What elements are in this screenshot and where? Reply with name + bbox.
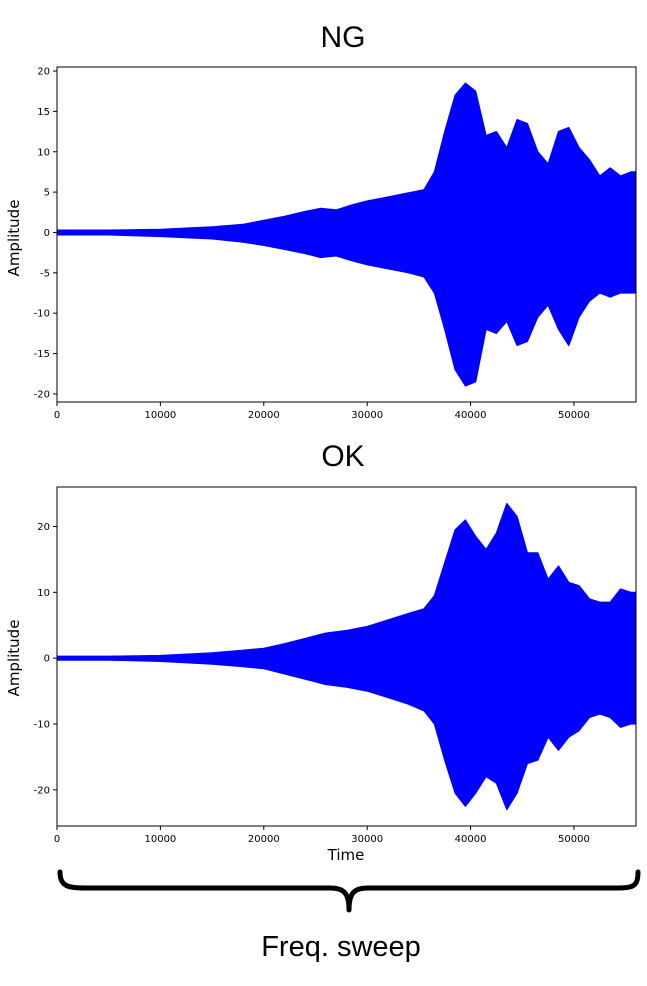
ng-chart: NG Amplitude 0 10000 20000 30000 40000 50000 -… <box>5 21 637 421</box>
curly-brace <box>57 869 641 913</box>
ok-y-tick-label: 10 <box>37 588 50 599</box>
ng-y-tick-label: -15 <box>34 349 50 360</box>
ng-x-tick-label: 40000 <box>455 410 487 421</box>
ng-signal-envelope <box>57 82 636 387</box>
freq-sweep-label: Freq. sweep <box>261 931 421 963</box>
ng-y-axis-label: Amplitude <box>5 200 23 277</box>
ng-x-tick-label: 30000 <box>351 410 383 421</box>
ok-x-axis-label: Time <box>327 846 365 864</box>
ok-plot-area: 0 10000 20000 30000 40000 50000 -20 -10 0 10 20 <box>34 486 637 845</box>
ng-chart-title: NG <box>321 21 366 54</box>
ng-axes-frame <box>56 66 637 403</box>
ng-y-tick-label: -20 <box>34 389 50 400</box>
ng-y-tick-label: 10 <box>37 147 50 158</box>
ok-y-axis-label: Amplitude <box>5 620 23 697</box>
ok-x-tick-label: 10000 <box>144 834 176 845</box>
ok-signal-envelope <box>57 502 636 811</box>
ng-x-tick-label: 10000 <box>144 410 176 421</box>
ng-y-tick-label: 20 <box>37 67 50 78</box>
ok-x-tick-label: 40000 <box>455 834 487 845</box>
ng-y-tick-label: 15 <box>37 107 50 118</box>
ok-y-tick-label: -20 <box>34 785 50 796</box>
ok-x-tick-label: 20000 <box>248 834 280 845</box>
ok-y-tick-label: -10 <box>34 719 50 730</box>
ok-axes-frame <box>56 486 637 827</box>
ok-chart-title: OK <box>321 440 364 473</box>
ok-x-tick-label: 50000 <box>558 834 590 845</box>
ng-y-tick-label: -10 <box>34 309 50 320</box>
ng-x-tick-label: 50000 <box>558 410 590 421</box>
ng-y-tick-label: 0 <box>44 228 50 239</box>
ok-chart: OK Amplitude 0 10000 20000 30000 40000 50000 -… <box>5 440 637 864</box>
ok-x-tick-label: 30000 <box>351 834 383 845</box>
ng-x-tick-label: 0 <box>54 410 60 421</box>
ng-y-tick-label: 5 <box>44 188 50 199</box>
ng-plot-area: 0 10000 20000 30000 40000 50000 -20 -15 -10 -5 0 5 1… <box>34 66 637 421</box>
ok-x-tick-label: 0 <box>54 834 60 845</box>
ng-x-tick-label: 20000 <box>248 410 280 421</box>
ng-y-tick-label: -5 <box>40 268 50 279</box>
ok-y-tick-label: 0 <box>44 654 50 665</box>
ok-y-tick-label: 20 <box>37 522 50 533</box>
